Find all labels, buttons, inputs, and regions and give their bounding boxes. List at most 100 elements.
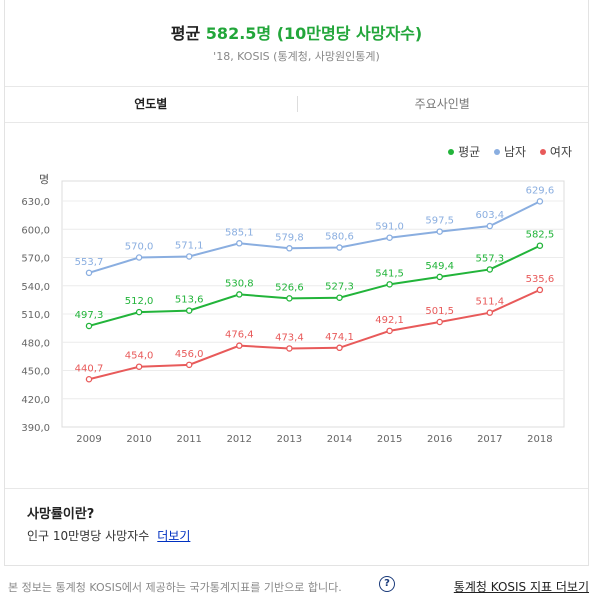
legend-item-female[interactable]: 여자 (539, 143, 572, 160)
y-tick-label: 390,0 (21, 423, 50, 434)
data-label: 497,3 (75, 310, 104, 321)
data-label: 597,5 (425, 216, 454, 227)
chart-legend: 평균 남자 여자 (438, 143, 572, 160)
data-point (286, 295, 293, 302)
tab-by-cause[interactable]: 주요사인별 (414, 97, 470, 111)
data-label: 492,1 (375, 315, 404, 326)
footer-notice: 본 정보는 통계청 KOSIS에서 제공하는 국가통계지표를 기반으로 합니다. (8, 581, 342, 594)
data-point (386, 281, 393, 288)
data-label: 501,5 (425, 306, 454, 317)
tab-by-year[interactable]: 연도별 (134, 97, 168, 111)
data-label: 629,6 (526, 185, 555, 196)
data-point (436, 273, 443, 281)
source-text: '18, KOSIS (통계청, 사망원인통계) (213, 50, 380, 63)
data-label: 526,6 (275, 282, 304, 293)
data-point (386, 327, 393, 335)
data-point (536, 286, 544, 294)
x-tick-label: 2017 (477, 434, 502, 445)
data-point (536, 242, 544, 249)
data-label: 511,4 (475, 297, 504, 308)
chart-grid (61, 180, 565, 428)
series-1: 497,3 512,0 513,6 530,8 526,6 527,3 541,5 549,4… (75, 230, 555, 330)
tab-bar: 연도별 주요사인별 (5, 86, 588, 123)
data-label: 473,4 (275, 332, 304, 343)
data-point (336, 344, 343, 352)
data-label: 557,3 (475, 253, 504, 264)
legend-label-average: 평균 (458, 145, 481, 159)
data-point (185, 361, 193, 369)
data-point (236, 342, 243, 349)
data-point (85, 376, 93, 383)
x-tick-label: 2009 (76, 434, 101, 445)
data-point (486, 266, 494, 273)
data-label: 535,6 (526, 274, 555, 285)
data-label: 603,4 (475, 210, 504, 221)
info-text: 인구 10만명당 사망자수 더보기 (27, 527, 190, 544)
data-point (436, 228, 443, 235)
legend-dot-average (448, 148, 455, 155)
legend-label-female: 여자 (549, 145, 572, 159)
x-tick-label: 2014 (327, 434, 352, 445)
x-tick-label: 2010 (126, 434, 151, 445)
y-tick-label: 480,0 (21, 338, 50, 349)
data-label: 440,7 (75, 363, 104, 374)
kosis-more-link[interactable]: 통계청 KOSIS 지표 더보기 (453, 580, 589, 594)
stats-card: 평균 582.5명 (10만명당 사망자수) '18, KOSIS (통계청, … (4, 0, 589, 566)
data-point (336, 294, 343, 301)
data-point (85, 269, 93, 277)
x-tick-label: 2015 (377, 434, 402, 445)
data-label: 527,3 (325, 282, 354, 293)
data-label: 585,1 (225, 227, 254, 238)
more-link[interactable]: 더보기 (157, 529, 191, 543)
y-tick-label: 600,0 (21, 225, 50, 236)
x-tick-label: 2013 (277, 434, 302, 445)
legend-item-average[interactable]: 평균 (448, 143, 480, 160)
title-value: 582.5명 (205, 24, 272, 43)
help-icon[interactable]: ? (379, 576, 395, 592)
footer: 본 정보는 통계청 KOSIS에서 제공하는 국가통계지표를 기반으로 합니다.… (0, 572, 595, 598)
series-2: 440,7 454,0 456,0 476,4 473,4 474,1 492,1 501,5… (75, 274, 555, 383)
data-point (185, 307, 193, 314)
plot-border (61, 180, 565, 428)
title-prefix: 평균 (170, 24, 201, 43)
card-header: 평균 582.5명 (10만명당 사망자수) '18, KOSIS (통계청, … (5, 0, 588, 87)
data-point (286, 345, 293, 352)
data-label: 591,0 (375, 222, 404, 233)
data-point (236, 240, 243, 247)
info-title: 사망률이란? (27, 507, 95, 522)
y-tick-label: 450,0 (21, 367, 50, 378)
legend-dot-male (493, 148, 500, 155)
data-label: 530,8 (225, 278, 254, 289)
data-point (135, 363, 143, 370)
series-line (88, 244, 541, 327)
data-label: 580,6 (325, 232, 354, 243)
legend-label-male: 남자 (503, 145, 527, 159)
tab-divider (296, 96, 298, 112)
data-point (486, 309, 494, 316)
page-title: 평균 582.5명 (10만명당 사망자수) (5, 20, 588, 44)
y-tick-label: 540,0 (21, 282, 50, 293)
data-label: 541,5 (375, 268, 404, 279)
data-label: 512,0 (125, 296, 154, 307)
data-label: 571,1 (175, 240, 204, 251)
data-label: 549,4 (425, 261, 454, 272)
info-section: 사망률이란? 인구 10만명당 사망자수 더보기 (5, 488, 588, 567)
data-label: 474,1 (325, 332, 354, 343)
y-tick-label: 570,0 (21, 254, 50, 265)
legend-item-male[interactable]: 남자 (493, 143, 527, 160)
x-tick-label: 2018 (527, 434, 552, 445)
data-point (236, 291, 243, 298)
chart-axes: 390,0 420,0 450,0 480,0 510,0 540,0 570,0 600,0… (21, 173, 552, 445)
data-point (185, 253, 193, 260)
data-label: 582,5 (526, 230, 555, 241)
data-label: 476,4 (225, 330, 254, 341)
series-0: 553,7 570,0 571,1 585,1 579,8 580,6 591,0 597,5… (75, 185, 555, 277)
title-suffix: (10만명당 사망자수) (276, 24, 423, 43)
y-axis-label: 명 (39, 173, 49, 186)
data-point (436, 318, 443, 326)
data-point (135, 254, 143, 261)
y-tick-label: 510,0 (21, 310, 50, 321)
line-chart: 390,0 420,0 450,0 480,0 510,0 540,0 570,0 600,0… (21, 173, 565, 445)
series-line (88, 200, 541, 274)
data-point (386, 234, 393, 241)
